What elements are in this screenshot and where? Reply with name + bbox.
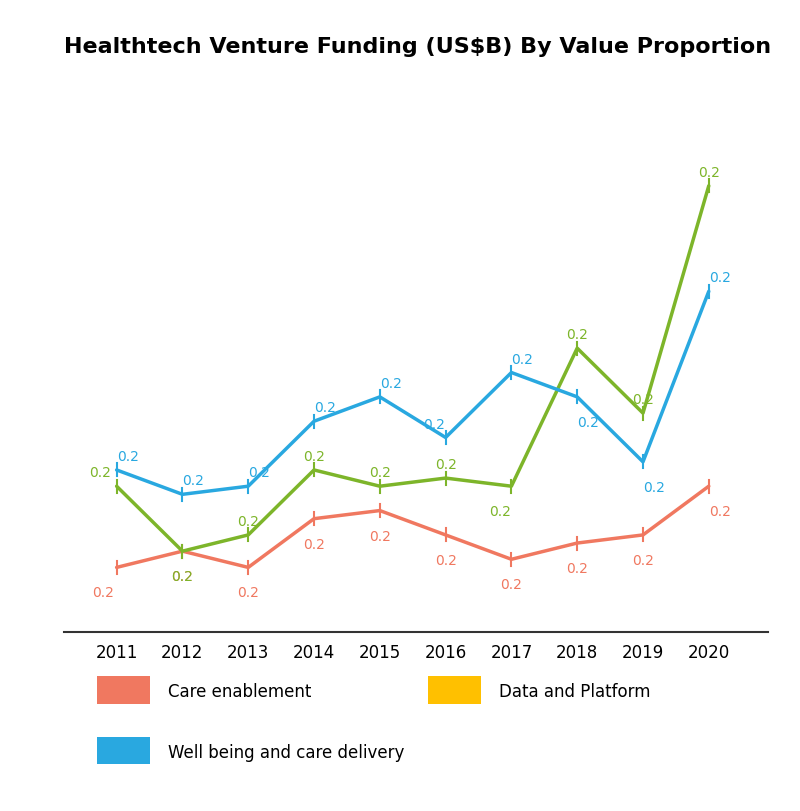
Text: Well being and care delivery: Well being and care delivery xyxy=(168,743,404,761)
Text: Care enablement: Care enablement xyxy=(168,683,311,701)
Text: 0.2: 0.2 xyxy=(511,352,534,366)
Text: 0.2: 0.2 xyxy=(698,165,720,179)
Text: 0.2: 0.2 xyxy=(501,577,522,591)
Text: 0.2: 0.2 xyxy=(369,529,390,543)
Text: 0.2: 0.2 xyxy=(566,561,588,575)
Text: 0.2: 0.2 xyxy=(117,449,138,463)
Text: 0.2: 0.2 xyxy=(92,586,114,599)
Text: 0.2: 0.2 xyxy=(643,480,665,494)
Text: 0.2: 0.2 xyxy=(709,271,731,285)
Text: 0.2: 0.2 xyxy=(303,537,325,551)
Text: 0.2: 0.2 xyxy=(709,504,731,518)
Bar xyxy=(98,676,150,704)
Bar xyxy=(428,676,481,704)
Text: 0.2: 0.2 xyxy=(566,328,588,341)
Text: 0.2: 0.2 xyxy=(380,376,402,390)
Text: 0.2: 0.2 xyxy=(434,553,457,567)
Text: 0.2: 0.2 xyxy=(248,466,270,479)
Text: 0.2: 0.2 xyxy=(434,457,457,471)
Text: Data and Platform: Data and Platform xyxy=(498,683,650,701)
Bar xyxy=(98,737,150,765)
Text: 0.2: 0.2 xyxy=(171,569,194,583)
Text: 0.2: 0.2 xyxy=(490,504,511,518)
Text: 0.2: 0.2 xyxy=(171,569,194,583)
Text: 0.2: 0.2 xyxy=(314,401,336,414)
Text: 0.2: 0.2 xyxy=(632,393,654,406)
Text: 0.2: 0.2 xyxy=(578,415,599,429)
Text: 0.2: 0.2 xyxy=(369,466,390,479)
Text: Healthtech Venture Funding (US$B) By Value Proportion: Healthtech Venture Funding (US$B) By Val… xyxy=(64,36,771,57)
Text: 0.2: 0.2 xyxy=(303,449,325,463)
Text: 0.2: 0.2 xyxy=(89,466,111,479)
Text: 0.2: 0.2 xyxy=(238,514,259,528)
Text: 0.2: 0.2 xyxy=(632,553,654,567)
Text: 0.2: 0.2 xyxy=(423,417,446,431)
Text: 0.2: 0.2 xyxy=(182,474,205,487)
Text: 0.2: 0.2 xyxy=(238,586,259,599)
